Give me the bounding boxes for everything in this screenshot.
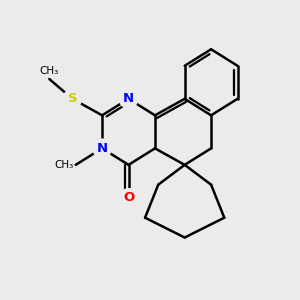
Circle shape bbox=[63, 90, 82, 108]
Circle shape bbox=[119, 189, 138, 207]
Text: S: S bbox=[68, 92, 77, 105]
Circle shape bbox=[119, 90, 138, 108]
Text: O: O bbox=[123, 191, 134, 204]
Circle shape bbox=[93, 139, 111, 158]
Text: N: N bbox=[123, 92, 134, 105]
Text: CH₃: CH₃ bbox=[40, 66, 59, 76]
Text: N: N bbox=[97, 142, 108, 155]
Text: CH₃: CH₃ bbox=[55, 160, 74, 170]
